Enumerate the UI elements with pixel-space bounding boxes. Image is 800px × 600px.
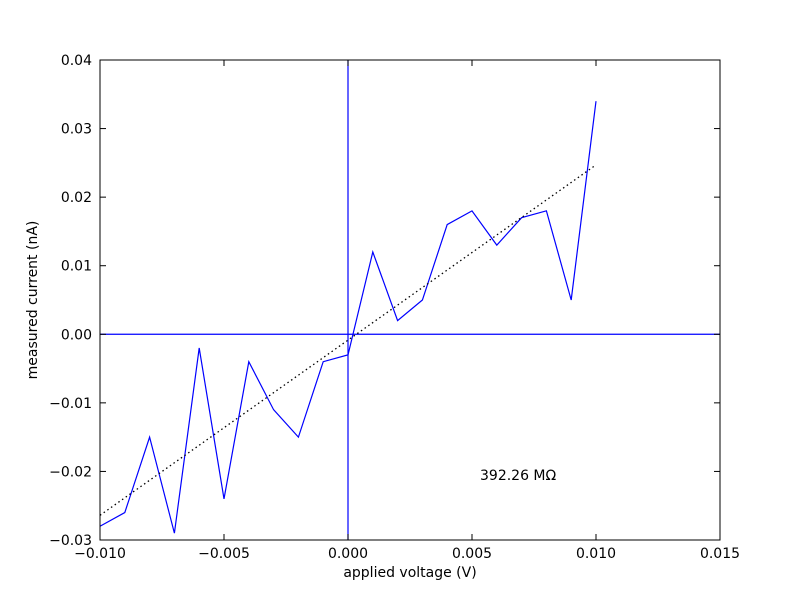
axes-frame xyxy=(99,59,721,541)
x-tick-label: −0.010 xyxy=(74,546,126,562)
x-tick-label: 0.000 xyxy=(328,546,368,562)
x-tick-label: 0.010 xyxy=(576,546,616,562)
y-tick-label: 0.02 xyxy=(61,190,92,206)
y-tick-label: −0.03 xyxy=(49,533,92,549)
data-line xyxy=(99,101,597,534)
x-axis-label: applied voltage (V) xyxy=(343,565,476,581)
x-tick-label: −0.005 xyxy=(198,546,250,562)
annotation: 392.26 MΩ xyxy=(480,468,557,484)
y-tick-label: 0.04 xyxy=(61,53,92,69)
y-tick-label: 0.00 xyxy=(61,327,92,343)
y-tick-label: −0.01 xyxy=(49,396,92,412)
x-tick-label: 0.015 xyxy=(700,546,740,562)
y-tick-label: 0.01 xyxy=(61,259,92,275)
y-tick-label: −0.02 xyxy=(49,464,92,480)
x-tick-label: 0.005 xyxy=(452,546,492,562)
plot-area xyxy=(100,60,720,540)
y-axis-label: measured current (nA) xyxy=(25,221,41,380)
y-tick-label: 0.03 xyxy=(61,122,92,138)
